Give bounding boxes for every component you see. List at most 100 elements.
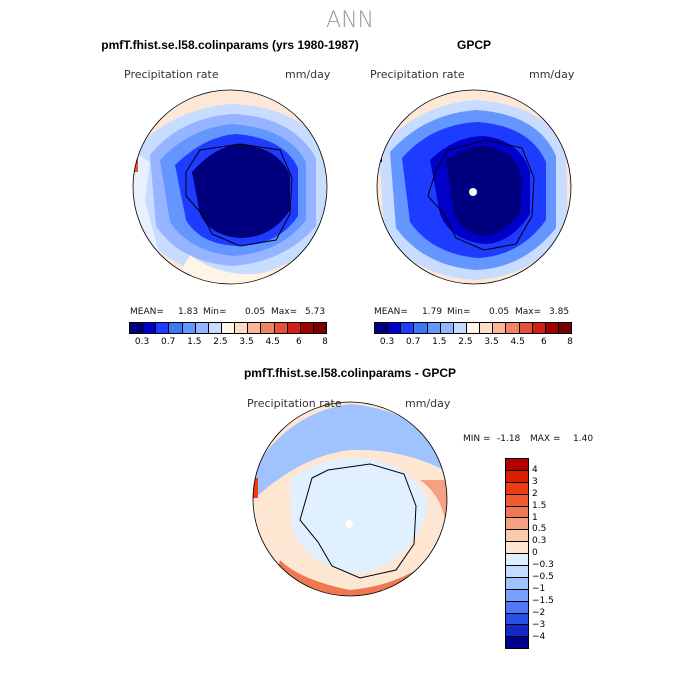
model-colorbar-swatch xyxy=(274,323,288,333)
difference-map xyxy=(253,402,447,596)
model-colorbar-tick-label: 6 xyxy=(295,337,302,347)
model-colorbar-tick-label: 0.3 xyxy=(134,337,150,347)
obs-max-value: 3.85 xyxy=(549,307,570,317)
model-colorbar-swatch xyxy=(248,323,262,333)
obs-colorbar-tick-label: 0.3 xyxy=(379,337,395,347)
diff-colorbar-tick-label: 2 xyxy=(532,488,538,499)
obs-max-label: Max= xyxy=(515,307,542,317)
diff-max-value: 1.40 xyxy=(573,434,594,444)
diff-units-label: mm/day xyxy=(405,397,451,410)
model-colorbar-swatch xyxy=(235,323,249,333)
model-variable-label: Precipitation rate xyxy=(124,68,219,81)
diff-colorbar-tick-label: 0 xyxy=(532,548,538,559)
obs-colorbar-swatch xyxy=(440,323,454,333)
obs-variable-label: Precipitation rate xyxy=(370,68,465,81)
model-panel-title: pmfT.fhist.se.l58.colinparams (yrs 1980-… xyxy=(101,38,359,52)
diff-colorbar-swatch xyxy=(506,494,528,507)
diff-colorbar-swatch xyxy=(506,542,528,555)
diff-colorbar-tick-label: −0.3 xyxy=(532,560,554,571)
diff-colorbar-tick-label: 1 xyxy=(532,512,538,523)
diff-colorbar-swatch xyxy=(506,518,528,531)
obs-colorbar-swatch xyxy=(375,323,389,333)
model-colorbar-swatch xyxy=(261,323,275,333)
obs-colorbar-swatch xyxy=(532,323,546,333)
diff-colorbar-tick-label: 3 xyxy=(532,476,538,487)
diff-colorbar-tick-label: −4 xyxy=(532,631,546,642)
model-colorbar-swatch xyxy=(156,323,170,333)
obs-colorbar-swatch xyxy=(480,323,494,333)
diff-colorbar-swatch xyxy=(506,506,528,519)
model-colorbar-tick-label: 8 xyxy=(322,337,328,347)
model-min-value: 0.05 xyxy=(245,307,266,317)
model-min-label: Min= xyxy=(203,307,227,317)
model-colorbar-tick-label: 4.5 xyxy=(265,337,280,347)
diff-colorbar-swatch xyxy=(506,613,528,626)
obs-colorbar-swatch xyxy=(401,323,415,333)
obs-units-label: mm/day xyxy=(529,68,575,81)
diff-colorbar-swatch xyxy=(506,566,528,578)
diff-colorbar-tick-label: −3 xyxy=(532,619,546,630)
model-colorbar-swatch xyxy=(195,323,209,333)
obs-colorbar-swatch xyxy=(427,323,441,333)
obs-mean-value: 1.79 xyxy=(422,307,443,317)
diff-max-label: MAX = xyxy=(530,434,561,444)
diff-colorbar-swatch xyxy=(506,482,528,495)
model-precipitation-map xyxy=(133,90,327,284)
obs-colorbar-tick-label: 6 xyxy=(540,337,547,347)
diff-colorbar-tick-label: −1.5 xyxy=(532,595,554,606)
model-colorbar-tick-label: 3.5 xyxy=(239,337,254,347)
model-units-label: mm/day xyxy=(285,68,331,81)
model-colorbar-swatch xyxy=(182,323,196,333)
obs-colorbar-swatch xyxy=(506,323,520,333)
model-colorbar-tick-label: 0.7 xyxy=(161,337,176,347)
diff-colorbar-swatch xyxy=(506,530,528,543)
obs-colorbar-swatch xyxy=(388,323,402,333)
obs-colorbar-tick-label: 4.5 xyxy=(510,337,525,347)
diff-colorbar-swatch xyxy=(506,577,528,590)
obs-colorbar-swatch xyxy=(558,323,572,333)
obs-colorbar-swatch xyxy=(453,323,467,333)
model-mean-value: 1.83 xyxy=(178,307,199,317)
diff-colorbar-swatch xyxy=(506,554,528,567)
model-colorbar-swatch xyxy=(169,323,183,333)
model-colorbar-swatch xyxy=(208,323,222,333)
obs-mean-label: MEAN= xyxy=(374,307,408,317)
diff-colorbar-tick-label: −0.5 xyxy=(532,572,554,582)
diff-min-label: MIN = xyxy=(463,434,491,444)
obs-precipitation-map xyxy=(377,90,571,284)
diff-variable-label: Precipitation rate xyxy=(247,397,342,410)
diff-colorbar-tick-label: 0.3 xyxy=(532,536,547,547)
obs-min-label: Min= xyxy=(447,307,471,317)
obs-colorbar-swatch xyxy=(466,323,481,333)
model-colorbar-swatch xyxy=(287,323,301,333)
obs-min-value: 0.05 xyxy=(489,307,510,317)
obs-colorbar-swatch xyxy=(545,323,559,333)
model-mean-label: MEAN= xyxy=(130,307,164,317)
obs-colorbar-tick-label: 2.5 xyxy=(458,337,473,347)
model-max-value: 5.73 xyxy=(305,307,326,317)
model-colorbar-swatch xyxy=(143,323,157,333)
diff-colorbar-tick-label: 0.5 xyxy=(532,524,547,535)
figure-title: ANN xyxy=(326,8,374,33)
diff-colorbar-swatch xyxy=(506,459,528,471)
diff-colorbar xyxy=(505,458,529,650)
obs-colorbar-tick-label: 8 xyxy=(567,337,573,347)
obs-colorbar-tick-label: 1.5 xyxy=(432,337,447,347)
diff-colorbar-swatch xyxy=(506,470,528,483)
diff-colorbar-swatch xyxy=(506,589,528,602)
model-colorbar xyxy=(129,322,327,334)
obs-colorbar-swatch xyxy=(414,323,428,333)
diff-colorbar-tick-label: −1 xyxy=(532,583,546,594)
obs-colorbar-tick-label: 3.5 xyxy=(484,337,499,347)
model-colorbar-swatch xyxy=(221,323,236,333)
diff-colorbar-tick-label: −2 xyxy=(532,607,546,618)
obs-colorbar-swatch xyxy=(493,323,507,333)
model-colorbar-swatch xyxy=(300,323,314,333)
model-colorbar-tick-label: 2.5 xyxy=(213,337,228,347)
diff-colorbar-tick-label: 1.5 xyxy=(532,500,547,511)
obs-colorbar-swatch xyxy=(519,323,533,333)
diff-colorbar-tick-label: 4 xyxy=(532,464,538,475)
model-max-label: Max= xyxy=(271,307,298,317)
diff-colorbar-swatch xyxy=(506,637,528,649)
